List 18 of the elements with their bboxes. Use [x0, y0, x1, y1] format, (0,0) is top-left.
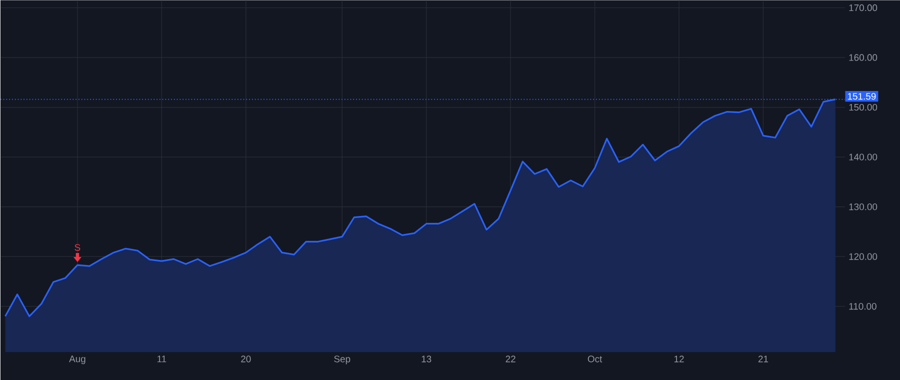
x-tick-label: 13: [422, 356, 432, 362]
y-tick-label: 130.00: [849, 203, 878, 210]
x-tick-label: Sep: [334, 356, 350, 364]
x-tick-label: 11: [157, 356, 166, 362]
ref-line-label: 151.59: [848, 92, 876, 100]
x-tick-label: 21: [758, 356, 768, 362]
x-tick-label: 12: [674, 356, 684, 362]
y-tick-label: 160.00: [849, 54, 878, 61]
y-tick-label: 170.00: [849, 4, 878, 12]
x-tick-label: Aug: [69, 356, 86, 364]
x-tick-label: 20: [241, 356, 251, 362]
y-tick-label: 150.00: [849, 104, 878, 111]
y-tick-label: 110.00: [849, 302, 876, 310]
annotation: S: [74, 244, 80, 251]
y-tick-label: 120.00: [849, 253, 878, 260]
x-tick-label: 22: [506, 356, 516, 362]
x-tick-label: Oct: [588, 356, 602, 362]
y-tick-label: 140.00: [849, 154, 878, 160]
